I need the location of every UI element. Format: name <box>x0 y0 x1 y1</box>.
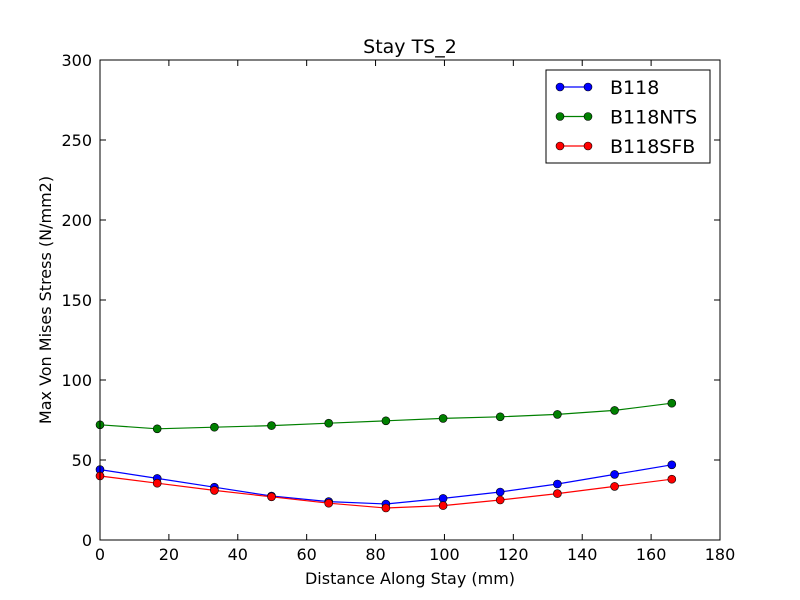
data-point-b118sfb <box>381 503 391 513</box>
data-point-b118sfb <box>495 495 505 505</box>
data-point-b118nts <box>495 412 505 422</box>
legend-marker-b118sfb <box>555 141 565 151</box>
data-point-b118nts <box>267 421 276 430</box>
data-point-b118nts <box>381 416 391 426</box>
data-point-b118nts <box>152 424 162 434</box>
legend-entry-b118nts: B118NTS <box>555 107 697 129</box>
y-tick-label: 100 <box>61 371 92 390</box>
data-point-b118 <box>610 470 619 479</box>
data-point-b118sfb <box>553 489 562 498</box>
x-tick-label: 140 <box>567 545 598 564</box>
data-point-b118nts <box>553 410 562 419</box>
legend-marker-b118sfb <box>583 141 593 151</box>
data-point-b118 <box>438 494 448 503</box>
legend-marker-b118nts <box>583 112 593 121</box>
data-point-b118sfb <box>667 474 677 484</box>
data-point-b118sfb <box>267 492 276 502</box>
x-tick-label: 180 <box>705 545 736 564</box>
x-tick-label: 160 <box>636 545 667 564</box>
legend-label-b118nts: B118NTS <box>610 107 697 129</box>
y-tick-label: 300 <box>61 51 92 70</box>
x-tick-label: 100 <box>429 545 460 564</box>
data-point-b118sfb <box>438 501 448 510</box>
data-point-b118nts <box>210 422 219 432</box>
legend-marker-b118nts <box>555 112 565 121</box>
data-point-b118nts <box>438 414 448 423</box>
data-point-b118sfb <box>610 482 619 491</box>
legend-entry-b118: B118 <box>555 77 659 99</box>
data-point-b118sfb <box>152 478 162 488</box>
data-point-b118sfb <box>324 498 334 508</box>
y-tick-label: 200 <box>61 211 92 230</box>
chart-title: Stay TS_2 <box>363 36 457 58</box>
data-point-b118nts <box>667 398 677 408</box>
x-tick-label: 20 <box>159 545 179 564</box>
data-point-b118 <box>667 460 677 470</box>
ticks-layer: 0 20 40 60 80 100 120 140 160 180 0 50 100 150 200 250 3… <box>61 51 735 564</box>
x-tick-label: 40 <box>228 545 248 564</box>
data-point-b118 <box>495 487 505 497</box>
y-tick-label: 50 <box>72 451 92 470</box>
y-tick-label: 150 <box>61 291 92 310</box>
y-tick-label: 0 <box>82 531 92 550</box>
series-line-b118 <box>99 464 672 505</box>
legend-marker-b118 <box>555 82 565 92</box>
data-point-b118nts <box>610 406 619 415</box>
series-layer <box>95 398 677 513</box>
data-point-b118 <box>553 479 562 489</box>
data-point-b118nts <box>324 418 334 428</box>
x-tick-label: 60 <box>296 545 316 564</box>
legend-marker-b118 <box>583 82 593 92</box>
series-b118sfb <box>95 471 677 513</box>
x-axis-label: Distance Along Stay (mm) <box>305 569 515 588</box>
legend-label-b118: B118 <box>610 77 659 99</box>
x-tick-label: 120 <box>498 545 529 564</box>
y-tick-label: 250 <box>61 131 92 150</box>
x-tick-label: 80 <box>365 545 385 564</box>
y-axis-label: Max Von Mises Stress (N/mm2) <box>36 176 55 424</box>
legend-label-b118sfb: B118SFB <box>610 136 695 158</box>
legend-entry-b118sfb: B118SFB <box>555 136 695 158</box>
data-point-b118sfb <box>210 486 219 495</box>
legend: B118 B118NTS B118SFB <box>545 69 711 164</box>
x-tick-label: 0 <box>95 545 105 564</box>
series-b118nts <box>95 398 677 434</box>
series-b118 <box>95 460 677 509</box>
